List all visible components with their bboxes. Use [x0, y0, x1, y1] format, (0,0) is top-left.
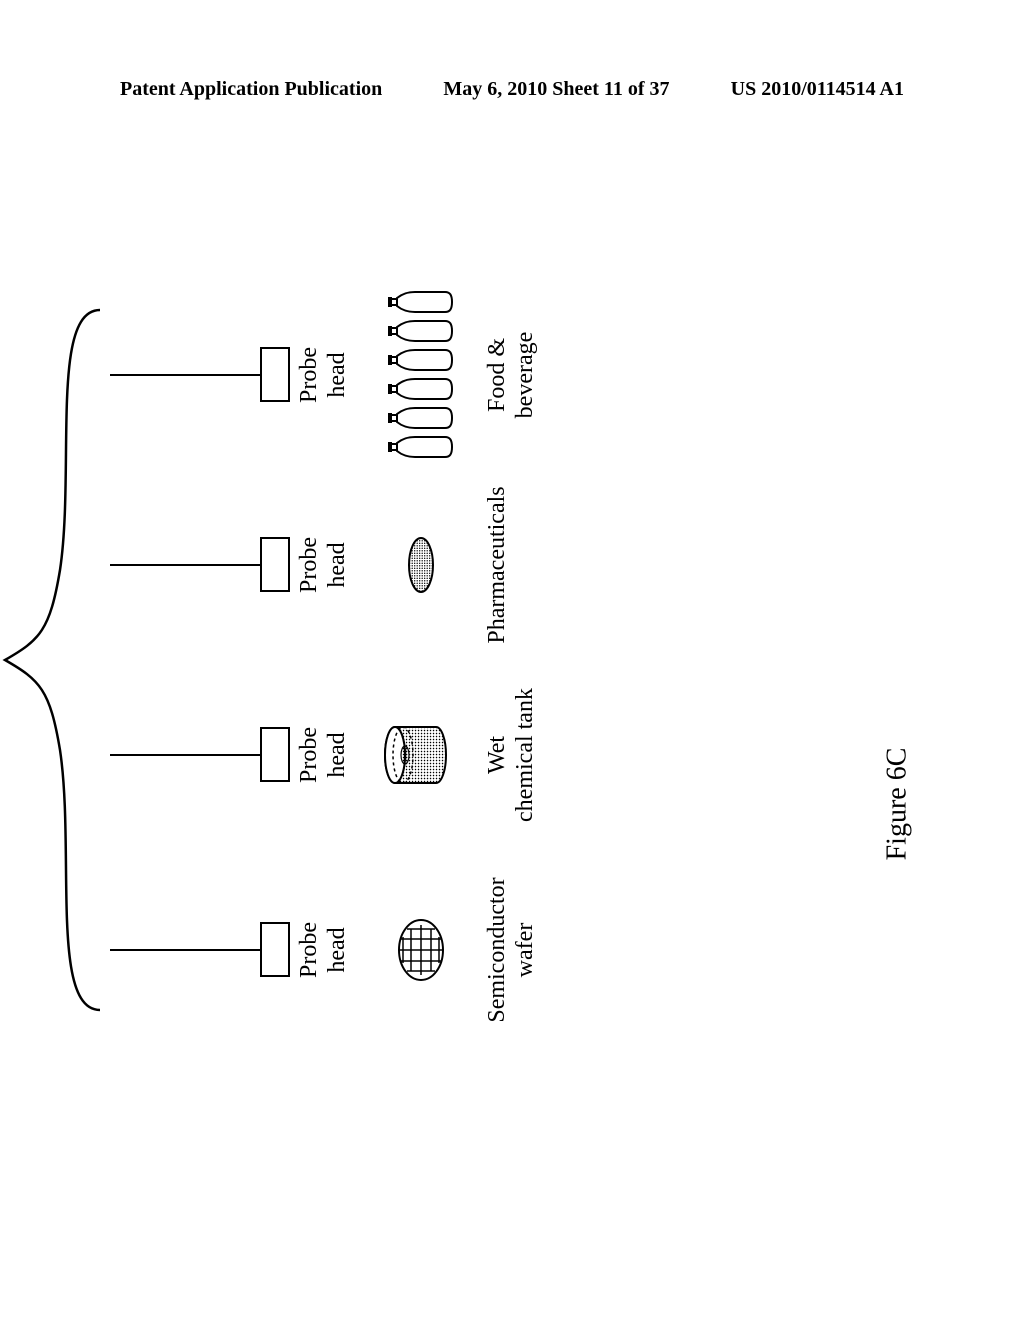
sample-label-line2: chemical tank — [512, 688, 538, 822]
probe-label-line1: Probe — [296, 727, 322, 783]
probe-label-line2: head — [324, 927, 350, 972]
header-right: US 2010/0114514 A1 — [731, 78, 904, 101]
fiber-line-icon — [110, 564, 260, 566]
probe-head-label: Probe head — [296, 665, 351, 845]
column-wet-tank: Probe head Wet chemical tank — [110, 665, 539, 845]
column-food: Probe head Food & beverage — [110, 285, 539, 465]
sample-label-line1: Food & — [484, 338, 510, 412]
probe-label-line2: head — [324, 352, 350, 397]
header-mid: May 6, 2010 Sheet 11 of 37 — [443, 78, 669, 101]
page-header: Patent Application Publication May 6, 20… — [0, 78, 1024, 101]
sample-label-line2: beverage — [512, 332, 538, 419]
fiber-line-icon — [110, 374, 260, 376]
column-semiconductor: Probe head Semiconductor wafer — [110, 860, 539, 1040]
sample-label-line1: Pharmaceuticals — [484, 486, 510, 643]
sample-label-line2: wafer — [512, 923, 538, 978]
fiber-line-icon — [110, 754, 260, 756]
probe-head-box — [260, 348, 290, 403]
sample-label-semiconductor: Semiconductor wafer — [484, 860, 539, 1040]
sample-label-tank: Wet chemical tank — [484, 665, 539, 845]
diagram: Optical fibers guide signals to analyzer… — [0, 290, 990, 1030]
curly-brace — [0, 290, 110, 1030]
sample-label-line1: Wet — [484, 736, 510, 774]
figure-label: Figure 6C — [882, 748, 914, 861]
probe-label-line2: head — [324, 542, 350, 587]
sample-label-pharma: Pharmaceuticals — [484, 475, 512, 655]
tablet-icon — [366, 475, 476, 655]
tank-icon — [366, 665, 476, 845]
probe-label-line1: Probe — [296, 922, 322, 978]
header-left: Patent Application Publication — [120, 78, 382, 101]
probe-head-label: Probe head — [296, 860, 351, 1040]
probe-label-line1: Probe — [296, 347, 322, 403]
sample-label-food: Food & beverage — [484, 285, 539, 465]
probe-head-label: Probe head — [296, 475, 351, 655]
probe-head-box — [260, 923, 290, 978]
probe-label-line2: head — [324, 732, 350, 777]
column-pharma: Probe head Pharmaceuticals — [110, 475, 512, 655]
probe-label-line1: Probe — [296, 537, 322, 593]
wafer-icon — [366, 860, 476, 1040]
bottles-icon — [366, 285, 476, 465]
fiber-line-icon — [110, 949, 260, 951]
probe-head-label: Probe head — [296, 285, 351, 465]
probe-head-box — [260, 538, 290, 593]
sample-label-line1: Semiconductor — [484, 877, 510, 1022]
probe-head-box — [260, 728, 290, 783]
